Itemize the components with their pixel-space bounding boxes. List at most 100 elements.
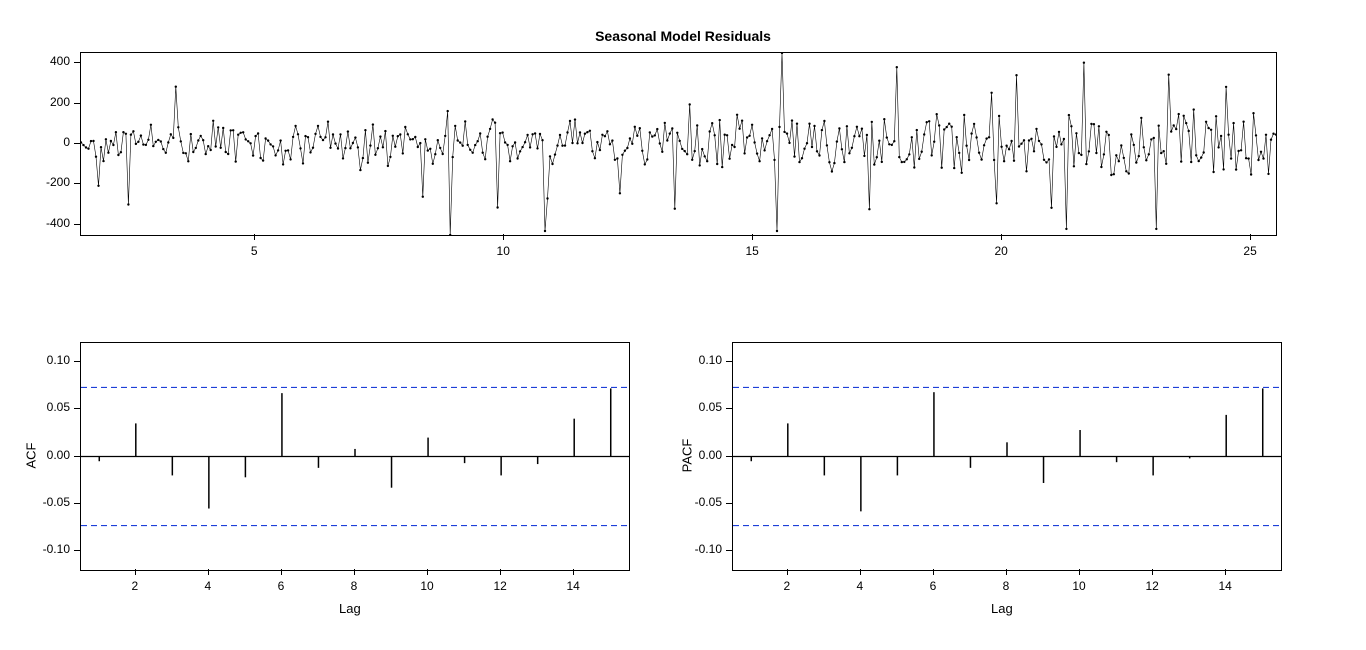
residual-point bbox=[165, 152, 167, 154]
residual-point bbox=[746, 136, 748, 138]
residual-point bbox=[519, 150, 521, 152]
residual-point bbox=[142, 143, 144, 145]
residual-point bbox=[1045, 161, 1047, 163]
residual-point bbox=[344, 147, 346, 149]
residual-point bbox=[1070, 125, 1072, 127]
residual-point bbox=[898, 156, 900, 158]
residual-point bbox=[269, 143, 271, 145]
residual-point bbox=[956, 136, 958, 138]
residual-point bbox=[347, 130, 349, 132]
acf_plot-ytick bbox=[74, 550, 80, 551]
residual-point bbox=[319, 136, 321, 138]
residual-point bbox=[773, 159, 775, 161]
residual-point bbox=[1203, 151, 1205, 153]
residual-point bbox=[926, 121, 928, 123]
residual-point bbox=[886, 136, 888, 138]
residual-point bbox=[571, 142, 573, 144]
residual-point bbox=[921, 151, 923, 153]
residual-point bbox=[1262, 157, 1264, 159]
pacf_plot-xtick-label: 14 bbox=[1213, 579, 1237, 593]
residual-point bbox=[324, 136, 326, 138]
residual-point bbox=[289, 158, 291, 160]
residual-point bbox=[803, 148, 805, 150]
residual-point bbox=[115, 131, 117, 133]
residual-point bbox=[1215, 115, 1217, 117]
residual-point bbox=[731, 144, 733, 146]
residual-xtick bbox=[752, 234, 753, 240]
residual-point bbox=[763, 149, 765, 151]
residual-point bbox=[514, 141, 516, 143]
residual-line bbox=[81, 53, 1276, 235]
residual-point bbox=[581, 142, 583, 144]
residual-point bbox=[132, 130, 134, 132]
residual-point bbox=[626, 147, 628, 149]
residual-xtick bbox=[1001, 234, 1002, 240]
residual-point bbox=[684, 150, 686, 152]
residual-point bbox=[1128, 172, 1130, 174]
residual-point bbox=[811, 146, 813, 148]
acf_plot-xtick bbox=[427, 569, 428, 575]
residual-point bbox=[701, 148, 703, 150]
residual-point bbox=[195, 147, 197, 149]
residual-point bbox=[1110, 174, 1112, 176]
residual-point bbox=[576, 142, 578, 144]
residual-point bbox=[1020, 143, 1022, 145]
residual-point bbox=[384, 130, 386, 132]
residual-point bbox=[1065, 228, 1067, 230]
residual-point bbox=[1210, 129, 1212, 131]
residual-point bbox=[452, 156, 454, 158]
pacf_plot-xtick-label: 2 bbox=[775, 579, 799, 593]
residual-point bbox=[240, 132, 242, 134]
residual-point bbox=[853, 135, 855, 137]
residual-point bbox=[332, 133, 334, 135]
residual-point bbox=[888, 143, 890, 145]
residual-point bbox=[616, 157, 618, 159]
residual-point bbox=[881, 161, 883, 163]
residual-xtick bbox=[503, 234, 504, 240]
acf_plot-xtick bbox=[500, 569, 501, 575]
residual-point bbox=[1230, 157, 1232, 159]
residual-point bbox=[679, 140, 681, 142]
residual-point bbox=[1025, 170, 1027, 172]
residual-point bbox=[447, 110, 449, 112]
residual-point bbox=[254, 135, 256, 137]
residual-point bbox=[87, 148, 89, 150]
residual-point bbox=[1010, 140, 1012, 142]
residual-point bbox=[1225, 86, 1227, 88]
residual-point bbox=[212, 120, 214, 122]
residual-point bbox=[210, 149, 212, 151]
residual-point bbox=[836, 140, 838, 142]
residual-xtick-label: 10 bbox=[488, 244, 518, 258]
residual-point bbox=[768, 134, 770, 136]
residual-point bbox=[666, 139, 668, 141]
residual-point bbox=[499, 132, 501, 134]
residual-point bbox=[1145, 159, 1147, 161]
residual-point bbox=[1005, 145, 1007, 147]
residual-point bbox=[1095, 152, 1097, 154]
residual-point bbox=[1270, 139, 1272, 141]
acf_plot-ytick-label: -0.05 bbox=[25, 495, 70, 509]
residual-point bbox=[92, 140, 94, 142]
residual-point bbox=[918, 158, 920, 160]
residual-point bbox=[506, 144, 508, 146]
residual-point bbox=[594, 157, 596, 159]
acf_plot-ytick bbox=[74, 503, 80, 504]
residual-point bbox=[444, 135, 446, 137]
residual-point bbox=[287, 149, 289, 151]
pacf_plot-ytick bbox=[726, 361, 732, 362]
residual-point bbox=[681, 148, 683, 150]
residual-point bbox=[1212, 171, 1214, 173]
residual-point bbox=[230, 129, 232, 131]
residual-point bbox=[1178, 113, 1180, 115]
residual-point bbox=[726, 134, 728, 136]
residual-point bbox=[314, 133, 316, 135]
residual-point bbox=[469, 149, 471, 151]
residual-point bbox=[786, 132, 788, 134]
residual-point bbox=[215, 145, 217, 147]
residual-point bbox=[135, 143, 137, 145]
residual-ytick-label: 200 bbox=[20, 95, 70, 109]
residual-point bbox=[1013, 160, 1015, 162]
residual-point bbox=[122, 131, 124, 133]
residual-point bbox=[125, 133, 127, 135]
residual-point bbox=[691, 159, 693, 161]
